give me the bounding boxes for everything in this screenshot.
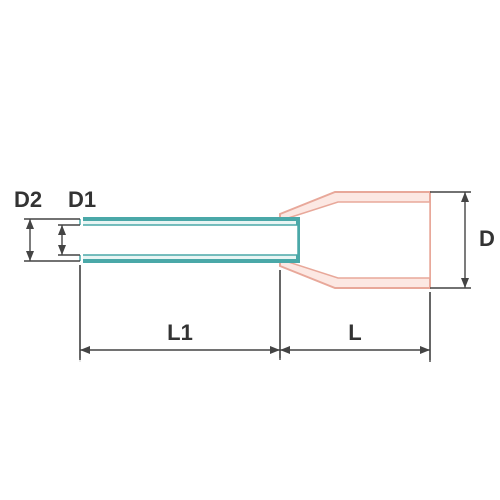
ferrule-diagram: D2 D1 D L1 L [0,0,500,500]
label-d1: D1 [68,187,96,212]
label-d2: D2 [14,187,42,212]
label-l: L [348,320,361,345]
label-l1: L1 [167,320,193,345]
label-d: D [479,226,495,251]
